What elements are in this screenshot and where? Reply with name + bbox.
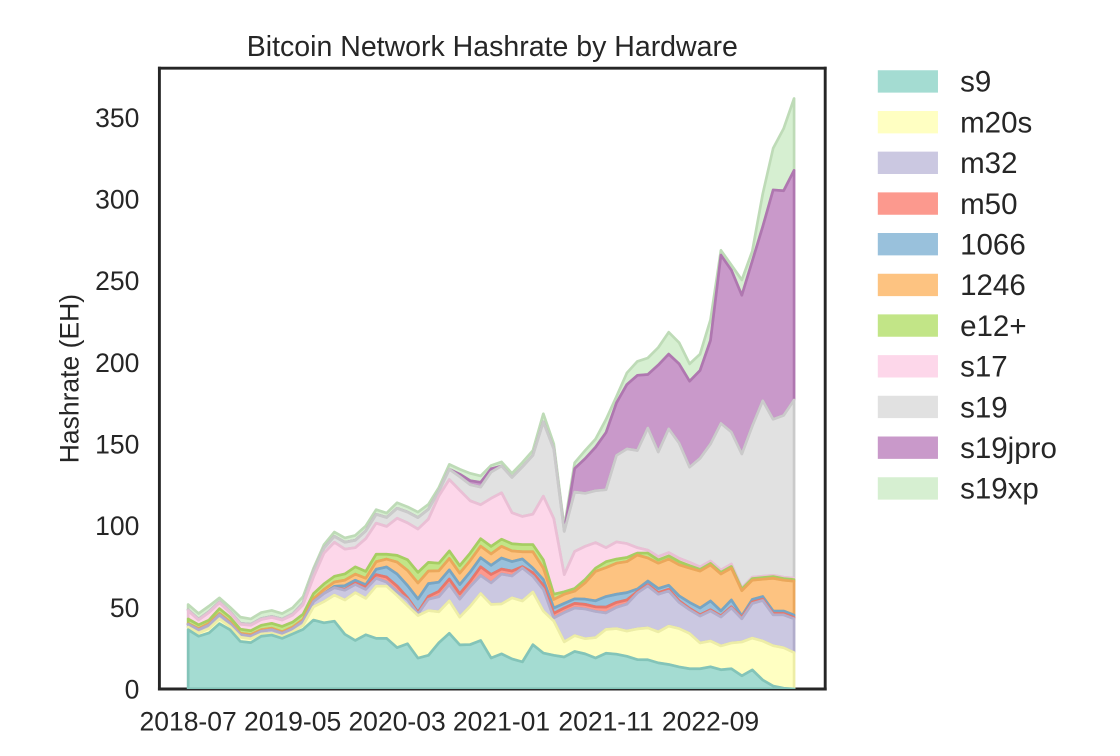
svg-text:s9: s9	[960, 66, 991, 99]
svg-text:e12+: e12+	[960, 310, 1026, 343]
svg-text:s19jpro: s19jpro	[960, 432, 1057, 465]
svg-text:m32: m32	[960, 147, 1017, 180]
svg-text:100: 100	[95, 511, 139, 541]
svg-text:Hashrate (EH): Hashrate (EH)	[55, 294, 85, 463]
svg-text:1246: 1246	[960, 269, 1026, 302]
svg-text:1066: 1066	[960, 228, 1026, 261]
svg-text:350: 350	[95, 103, 139, 133]
svg-text:250: 250	[95, 266, 139, 296]
svg-text:m20s: m20s	[960, 106, 1032, 139]
svg-text:2021-11: 2021-11	[558, 707, 653, 737]
svg-text:50: 50	[110, 593, 139, 623]
svg-text:Bitcoin Network Hashrate by Ha: Bitcoin Network Hashrate by Hardware	[247, 31, 738, 63]
svg-text:s19xp: s19xp	[960, 473, 1039, 506]
svg-text:2020-03: 2020-03	[348, 707, 445, 737]
svg-text:0: 0	[125, 675, 140, 705]
svg-text:2022-09: 2022-09	[662, 707, 759, 737]
svg-text:m50: m50	[960, 188, 1017, 221]
svg-text:200: 200	[95, 348, 139, 378]
svg-text:150: 150	[95, 430, 139, 460]
svg-text:2021-01: 2021-01	[453, 707, 550, 737]
svg-text:2019-05: 2019-05	[244, 707, 341, 737]
svg-text:300: 300	[95, 184, 139, 214]
svg-text:s17: s17	[960, 351, 1008, 384]
svg-text:2018-07: 2018-07	[139, 707, 236, 737]
svg-text:s19: s19	[960, 391, 1008, 424]
